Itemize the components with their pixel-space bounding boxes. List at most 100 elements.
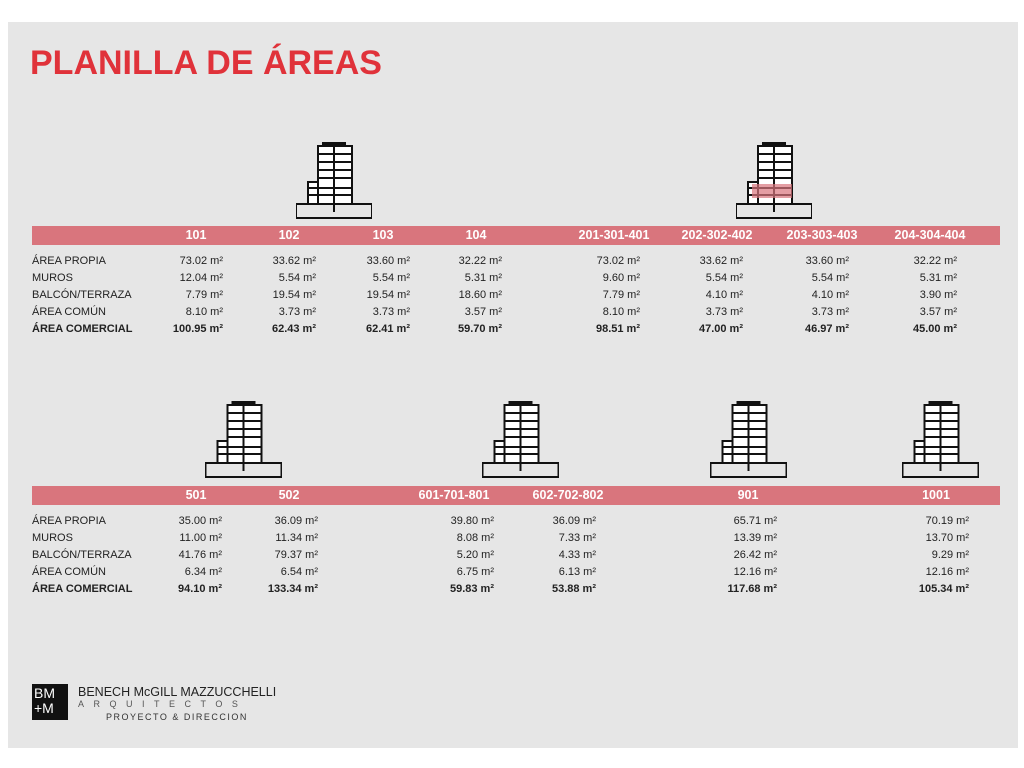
header-bar — [32, 486, 1000, 505]
cell: 33.62 m² — [699, 255, 743, 267]
cell: 62.43 m² — [271, 323, 316, 335]
cell: 45.00 m² — [912, 323, 957, 335]
building-icon — [205, 401, 282, 479]
logo-mark-text: BM +M — [34, 686, 55, 716]
column-header: 201-301-401 — [578, 228, 650, 242]
cell: 79.37 m² — [274, 549, 318, 561]
cell: 32.22 m² — [913, 255, 957, 267]
column-header: 103 — [372, 228, 394, 242]
cell: 3.73 m² — [705, 306, 743, 318]
cell: 65.71 m² — [733, 515, 777, 527]
cell: 33.60 m² — [366, 255, 410, 267]
logo-tag: PROYECTO & DIRECCION — [106, 712, 248, 722]
cell: 3.73 m² — [372, 306, 410, 318]
column-header: 901 — [737, 488, 759, 502]
building-icon — [482, 401, 559, 479]
cell: 12.16 m² — [925, 566, 969, 578]
cell: 6.13 m² — [558, 566, 596, 578]
cell: 3.90 m² — [919, 289, 957, 301]
cell: 47.00 m² — [698, 323, 743, 335]
cell: 7.79 m² — [602, 289, 640, 301]
cell: 13.70 m² — [925, 532, 969, 544]
cell: 26.42 m² — [733, 549, 777, 561]
cell: 46.97 m² — [804, 323, 849, 335]
cell: 53.88 m² — [551, 583, 596, 595]
column-header: 102 — [278, 228, 300, 242]
row-label: ÁREA COMERCIAL — [32, 583, 133, 595]
cell: 6.34 m² — [184, 566, 222, 578]
cell: 8.10 m² — [602, 306, 640, 318]
column-header: 101 — [185, 228, 207, 242]
cell: 33.62 m² — [272, 255, 316, 267]
cell: 19.54 m² — [272, 289, 316, 301]
logo-line: +M — [34, 700, 54, 716]
cell: 5.54 m² — [278, 272, 316, 284]
cell: 6.75 m² — [456, 566, 494, 578]
cell: 100.95 m² — [172, 323, 223, 335]
cell: 9.60 m² — [602, 272, 640, 284]
row-label: MUROS — [32, 272, 73, 284]
page — [8, 22, 1018, 748]
cell: 4.10 m² — [811, 289, 849, 301]
cell: 19.54 m² — [366, 289, 410, 301]
cell: 39.80 m² — [450, 515, 494, 527]
row-label: BALCÓN/TERRAZA — [32, 289, 132, 301]
cell: 4.10 m² — [705, 289, 743, 301]
row-label: ÁREA PROPIA — [32, 515, 106, 527]
cell: 5.54 m² — [372, 272, 410, 284]
cell: 5.54 m² — [811, 272, 849, 284]
cell: 33.60 m² — [805, 255, 849, 267]
row-label: ÁREA COMÚN — [32, 306, 106, 318]
cell: 11.00 m² — [179, 532, 222, 544]
row-label: ÁREA PROPIA — [32, 255, 106, 267]
cell: 5.31 m² — [919, 272, 957, 284]
row-label: ÁREA COMÚN — [32, 566, 106, 578]
cell: 13.39 m² — [733, 532, 777, 544]
cell: 94.10 m² — [177, 583, 222, 595]
column-header: 203-303-403 — [786, 228, 858, 242]
column-header: 501 — [185, 488, 207, 502]
column-header: 601-701-801 — [418, 488, 490, 502]
cell: 11.34 m² — [275, 532, 318, 544]
row-label: BALCÓN/TERRAZA — [32, 549, 132, 561]
cell: 7.79 m² — [185, 289, 223, 301]
row-label: ÁREA COMERCIAL — [32, 323, 133, 335]
building-icon — [710, 401, 787, 479]
logo-line: BM — [34, 685, 55, 701]
logo-mark — [32, 684, 68, 720]
logo-name: BENECH McGILL MAZZUCCHELLI — [78, 685, 277, 699]
cell: 32.22 m² — [458, 255, 502, 267]
cell: 59.83 m² — [449, 583, 494, 595]
cell: 12.16 m² — [733, 566, 777, 578]
building-icon — [902, 401, 979, 479]
column-header: 502 — [278, 488, 300, 502]
cell: 59.70 m² — [457, 323, 502, 335]
column-header: 202-302-402 — [681, 228, 753, 242]
cell: 36.09 m² — [274, 515, 318, 527]
header-bar — [32, 226, 1000, 245]
column-header: 602-702-802 — [532, 488, 604, 502]
cell: 3.73 m² — [278, 306, 316, 318]
column-header: 1001 — [922, 488, 950, 502]
cell: 3.57 m² — [919, 306, 957, 318]
cell: 41.76 m² — [178, 549, 222, 561]
cell: 105.34 m² — [918, 583, 969, 595]
cell: 73.02 m² — [179, 255, 223, 267]
cell: 36.09 m² — [552, 515, 596, 527]
title: PLANILLA DE ÁREAS — [30, 44, 382, 82]
building-icon — [296, 142, 372, 219]
cell: 4.33 m² — [558, 549, 596, 561]
cell: 8.10 m² — [185, 306, 223, 318]
building-icon — [736, 142, 812, 219]
cell: 73.02 m² — [596, 255, 640, 267]
logo-sub: ARQUITECTOS — [78, 699, 248, 709]
cell: 8.08 m² — [456, 532, 494, 544]
cell: 5.31 m² — [464, 272, 502, 284]
column-header: 204-304-404 — [894, 228, 966, 242]
cell: 9.29 m² — [931, 549, 969, 561]
cell: 117.68 m² — [727, 583, 777, 595]
cell: 7.33 m² — [558, 532, 596, 544]
cell: 3.57 m² — [464, 306, 502, 318]
cell: 12.04 m² — [179, 272, 223, 284]
